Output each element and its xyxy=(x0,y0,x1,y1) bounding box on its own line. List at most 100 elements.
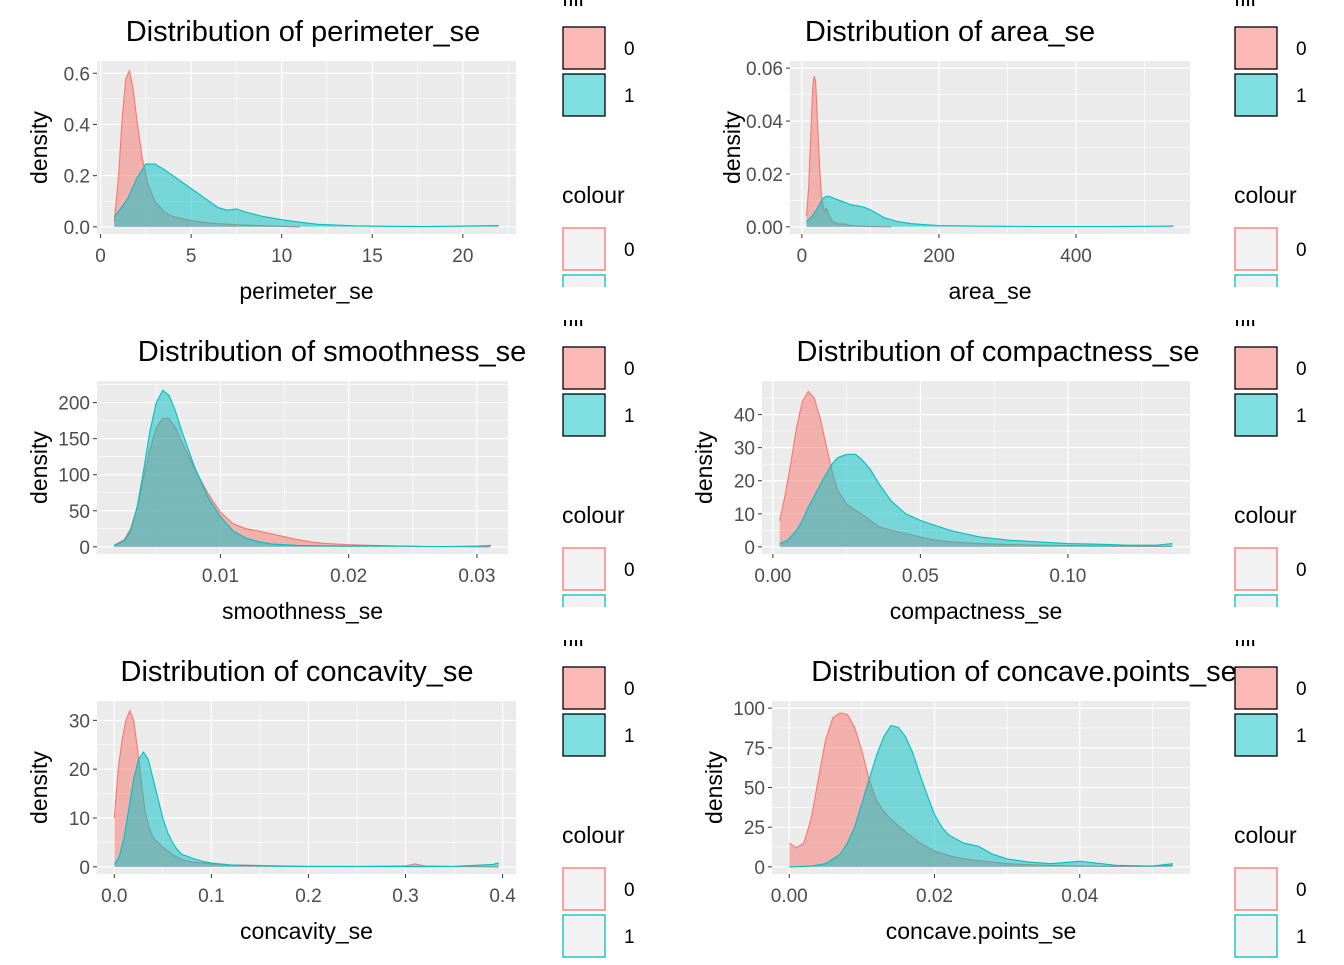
x-tick-label: 0.03 xyxy=(458,566,495,587)
x-axis-title: smoothness_se xyxy=(222,598,383,624)
plot-title: Distribution of area_se xyxy=(805,16,1095,48)
legend-label: 0 xyxy=(624,560,635,581)
y-tick-label: 0.6 xyxy=(64,64,90,85)
y-tick-label: 0.04 xyxy=(746,112,783,133)
y-tick-label: 0.00 xyxy=(746,218,783,239)
plot-title: Distribution of concavity_se xyxy=(121,656,474,688)
y-tick-label: 0.0 xyxy=(64,218,90,239)
legend-key-colour-1 xyxy=(562,914,606,958)
legend-title-fill: fill xyxy=(562,0,584,11)
legend-title-fill: fill xyxy=(562,625,584,651)
x-tick-label: 5 xyxy=(186,246,197,267)
legend-label: 0 xyxy=(624,39,635,60)
legend-key-fill-0 xyxy=(562,346,606,390)
chart-4: 0.00 0.05 0.10010203040compactness_sedensi… xyxy=(691,320,1307,628)
density-area-1 xyxy=(114,752,499,867)
legend: fill 0 1 colour 0 1 xyxy=(562,625,635,958)
density-line-1 xyxy=(113,163,499,228)
x-tick-label: 0.02 xyxy=(330,566,367,587)
x-tick-label: 0 xyxy=(95,246,106,267)
x-tick-label: 0.2 xyxy=(295,886,321,907)
y-axis-title: density xyxy=(26,431,52,504)
legend-key-colour-1 xyxy=(1234,914,1278,958)
legend-label: 0 xyxy=(624,359,635,380)
density-line-1 xyxy=(789,724,1173,868)
legend-title-colour: colour xyxy=(562,502,625,528)
legend-label: 0 xyxy=(1296,240,1307,261)
legend-label: 0 xyxy=(624,880,635,901)
legend-key-fill-1 xyxy=(562,713,606,757)
density-area-1 xyxy=(789,725,1173,867)
legend-label: 1 xyxy=(1296,86,1307,107)
y-tick-label: 0 xyxy=(79,538,90,559)
plot-title: Distribution of compactness_se xyxy=(797,336,1200,368)
y-tick-label: 0.06 xyxy=(746,59,783,80)
legend-label: 1 xyxy=(624,86,635,107)
x-tick-label: 0.0 xyxy=(101,886,127,907)
x-tick-label: 0.05 xyxy=(902,566,939,587)
legend-label: 1 xyxy=(624,726,635,747)
legend-key-fill-0 xyxy=(1234,666,1278,710)
x-tick-label: 0.10 xyxy=(1049,566,1086,587)
legend-key-colour-1 xyxy=(562,594,606,607)
legend-label: 1 xyxy=(1296,607,1307,628)
legend-label: 1 xyxy=(1296,927,1307,948)
y-tick-label: 20 xyxy=(734,472,755,493)
chart-2: 0 200 400 0.00 0.02 0.04 0.06 area_se density Dis… xyxy=(719,0,1307,304)
x-axis-title: area_se xyxy=(948,278,1031,304)
x-tick-label: 0.00 xyxy=(771,886,808,907)
legend-key-colour-0 xyxy=(1234,547,1278,591)
x-axis-title: perimeter_se xyxy=(239,278,373,304)
x-tick-label: 0.00 xyxy=(754,566,791,587)
chart-6: 0.00 0.02 0.040255075100concave.points_sed… xyxy=(701,640,1307,958)
legend: fill 0 1 colour 0 1 xyxy=(1234,640,1307,958)
legend-key-colour-0 xyxy=(562,867,606,911)
y-tick-label: 75 xyxy=(744,739,765,760)
y-tick-label: 0 xyxy=(744,538,755,559)
legend-title-colour: colour xyxy=(1234,182,1297,208)
legend-label: 0 xyxy=(624,679,635,700)
x-tick-label: 0 xyxy=(797,246,808,267)
legend-key-fill-0 xyxy=(1234,346,1278,390)
y-tick-label: 150 xyxy=(58,430,90,451)
chart-1: 0 5 10 15 200.00.20.40.6perimeter_sedensityD… xyxy=(26,0,635,304)
legend-key-colour-0 xyxy=(1234,227,1278,271)
density-line-1 xyxy=(779,453,1173,546)
x-tick-label: 0.01 xyxy=(202,566,239,587)
legend-label: 1 xyxy=(1296,406,1307,427)
legend-key-fill-0 xyxy=(562,666,606,710)
legend-title-colour: colour xyxy=(1234,502,1297,528)
legend-label: 0 xyxy=(1296,560,1307,581)
legend-key-colour-1 xyxy=(1234,274,1278,287)
legend-label: 0 xyxy=(624,240,635,261)
legend-title-fill: fill xyxy=(562,305,584,331)
x-tick-label: 15 xyxy=(362,246,383,267)
legend-key-colour-1 xyxy=(562,274,606,287)
x-tick-label: 0.04 xyxy=(1061,886,1098,907)
legend-key-fill-1 xyxy=(562,73,606,117)
minor-gridlines xyxy=(97,61,516,234)
x-tick-label: 0.3 xyxy=(392,886,418,907)
legend-label: 0 xyxy=(1296,880,1307,901)
x-axis-title: compactness_se xyxy=(890,598,1063,624)
legend-label: 1 xyxy=(1296,726,1307,747)
y-tick-label: 10 xyxy=(69,809,90,830)
x-axis-title: concave.points_se xyxy=(886,918,1077,944)
y-axis-title: density xyxy=(691,431,717,504)
legend-key-fill-0 xyxy=(562,26,606,70)
x-axis-title: concavity_se xyxy=(240,918,373,944)
legend: fill 0 1 colour 0 1 xyxy=(1234,0,1307,287)
density-line-1 xyxy=(113,751,499,868)
x-tick-label: 10 xyxy=(271,246,292,267)
y-tick-label: 0.4 xyxy=(64,115,91,136)
y-axis-title: density xyxy=(701,751,727,824)
y-axis-title: density xyxy=(719,111,745,184)
y-tick-label: 0.02 xyxy=(746,165,783,186)
density-line-1 xyxy=(806,195,1174,228)
y-axis-title: density xyxy=(26,751,52,824)
minor-gridlines xyxy=(790,61,1190,234)
legend-key-fill-1 xyxy=(1234,393,1278,437)
y-tick-label: 25 xyxy=(744,818,765,839)
legend-label: 1 xyxy=(624,927,635,948)
